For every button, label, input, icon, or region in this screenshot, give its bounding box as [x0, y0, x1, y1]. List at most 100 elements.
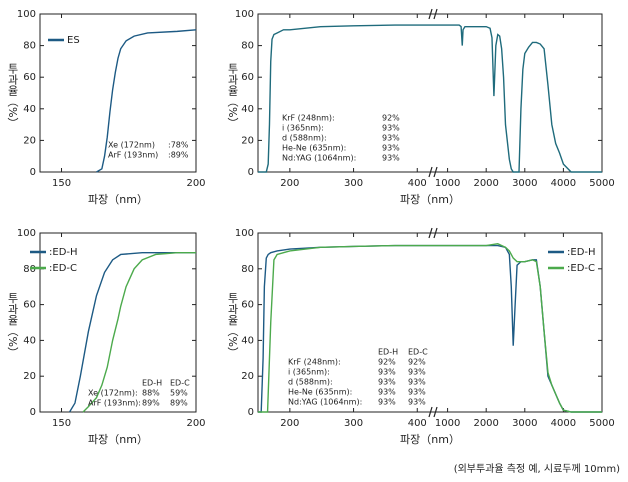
x-tick-label: 200 — [186, 418, 205, 429]
x-tick-label: 150 — [52, 418, 71, 429]
annotation-text: :89% — [168, 151, 189, 160]
annotation-text: i (365nm): — [288, 368, 330, 377]
y-tick-label: 20 — [241, 371, 254, 382]
annotation-text: Nd:YAG (1064nm): — [288, 398, 362, 407]
annotation-text: 93% — [378, 368, 396, 377]
y-tick-label: 60 — [241, 300, 254, 311]
y-tick-label: 40 — [241, 104, 254, 115]
legend-label: :ED-C — [567, 263, 595, 274]
annotation-text: ArF (193nm): — [88, 399, 141, 408]
annotation-header: ED-H — [378, 348, 398, 357]
annotation-text: 93% — [408, 378, 426, 387]
x-tick-label: 5000 — [589, 178, 614, 189]
y-tick-label: 0 — [30, 167, 36, 178]
y-tick-label: 60 — [23, 300, 36, 311]
legend-label: :ED-C — [49, 263, 77, 274]
annotation-text: Xe (172nm): — [88, 389, 138, 398]
y-tick-label: 0 — [248, 167, 254, 178]
x-tick-label: 4000 — [551, 178, 576, 189]
annotation-text: 93% — [382, 124, 400, 133]
y-tick-label: 80 — [241, 264, 254, 275]
annotation-text: 93% — [378, 388, 396, 397]
y-tick-label: 40 — [241, 335, 254, 346]
x-tick-label: 200 — [186, 178, 205, 189]
annotation-text: d (588nm): — [282, 134, 327, 143]
annotation-text: 59% — [170, 389, 188, 398]
x-tick-label: 400 — [408, 418, 427, 429]
plot-frame — [39, 13, 197, 173]
x-axis-label: 파장（nm） — [88, 433, 148, 446]
y-tick-label: 100 — [235, 228, 254, 239]
x-tick-label: 1000 — [435, 178, 460, 189]
x-tick-label: 400 — [408, 178, 427, 189]
x-tick-label: 150 — [52, 178, 71, 189]
annotation-text: ArF (193nm) — [108, 151, 158, 160]
y-tick-label: 100 — [17, 228, 36, 239]
series-line — [258, 243, 602, 413]
y-tick-label: 20 — [241, 135, 254, 146]
annotation-text: d (588nm): — [288, 378, 333, 387]
x-tick-label: 1000 — [435, 418, 460, 429]
x-axis-label: 파장（nm） — [88, 193, 148, 206]
x-tick-label: 300 — [344, 418, 363, 429]
x-axis-label: 파장（nm） — [400, 193, 460, 206]
annotation-text: 93% — [408, 388, 426, 397]
plot-frame — [39, 232, 197, 413]
annotation-text: 93% — [382, 134, 400, 143]
annotation-text: 93% — [408, 368, 426, 377]
plot-frame — [257, 13, 603, 173]
annotation-text: 88% — [142, 389, 160, 398]
series-line — [258, 24, 602, 173]
y-tick-label: 0 — [248, 407, 254, 418]
footnote: (외부투과율 측정 예, 시료두께 10mm) — [454, 463, 620, 475]
y-axis-label: 투과율（%） — [6, 63, 19, 128]
annotation-text: KrF (248nm): — [282, 114, 335, 123]
y-tick-label: 60 — [241, 72, 254, 83]
x-tick-label: 300 — [344, 178, 363, 189]
annotation-text: Xe (172nm) — [108, 141, 155, 150]
x-tick-label: 3000 — [512, 418, 537, 429]
legend-label: :ED-H — [567, 247, 596, 258]
x-tick-label: 2000 — [473, 418, 498, 429]
y-tick-label: 60 — [23, 72, 36, 83]
annotation-text: 93% — [378, 378, 396, 387]
y-tick-label: 40 — [23, 335, 36, 346]
y-axis-label: 투과율（%） — [226, 293, 239, 358]
y-tick-label: 20 — [23, 135, 36, 146]
annotation-text: 93% — [408, 398, 426, 407]
annotation-text: 93% — [382, 144, 400, 153]
annotation-text: 89% — [170, 399, 188, 408]
annotation-text: Nd:YAG (1064nm): — [282, 154, 356, 163]
y-axis-label: 투과율（%） — [6, 293, 19, 358]
x-tick-label: 200 — [280, 178, 299, 189]
annotation-header: ED-H — [142, 379, 162, 388]
annotation-text: 92% — [378, 358, 396, 367]
y-tick-label: 40 — [23, 104, 36, 115]
annotation-text: i (365nm): — [282, 124, 324, 133]
annotation-header: ED-C — [170, 379, 190, 388]
annotation-text: 89% — [142, 399, 160, 408]
series-line — [82, 251, 196, 413]
y-tick-label: 20 — [23, 371, 36, 382]
y-tick-label: 100 — [235, 9, 254, 20]
annotation-text: 92% — [382, 114, 400, 123]
y-tick-label: 80 — [23, 264, 36, 275]
y-axis-label: 투과율（%） — [226, 63, 239, 128]
annotation-text: KrF (248nm): — [288, 358, 341, 367]
y-tick-label: 0 — [30, 407, 36, 418]
x-tick-label: 3000 — [512, 178, 537, 189]
annotation-text: He-Ne (635nm): — [288, 388, 352, 397]
legend-label: :ED-H — [49, 247, 78, 258]
x-tick-label: 200 — [280, 418, 299, 429]
x-tick-label: 5000 — [589, 418, 614, 429]
series-line — [68, 251, 196, 413]
x-tick-label: 4000 — [551, 418, 576, 429]
annotation-text: :78% — [168, 141, 189, 150]
y-tick-label: 80 — [241, 41, 254, 52]
legend-label: ES — [67, 35, 80, 46]
y-tick-label: 100 — [17, 9, 36, 20]
annotation-text: 93% — [382, 154, 400, 163]
x-axis-label: 파장（nm） — [400, 433, 460, 446]
x-tick-label: 2000 — [473, 178, 498, 189]
